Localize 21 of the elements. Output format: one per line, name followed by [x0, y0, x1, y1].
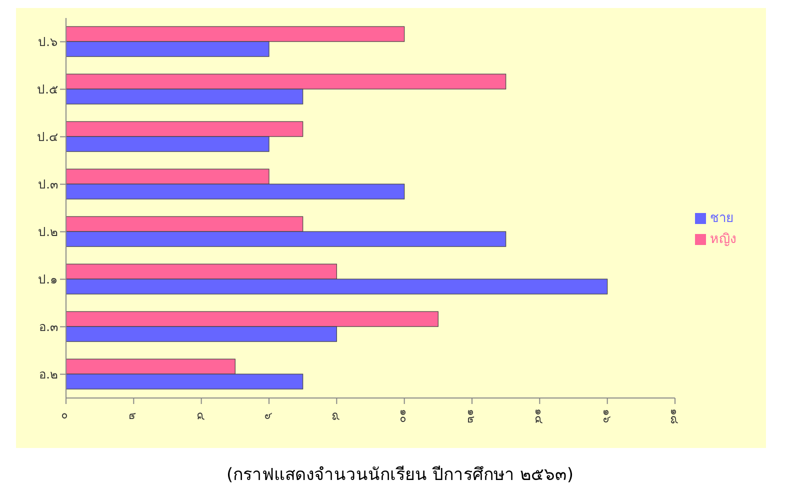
legend-label: หญิง	[710, 232, 736, 247]
y-tick-label: ป.๑	[38, 272, 58, 287]
y-tick-label: ป.๓	[38, 178, 58, 192]
y-tick-label: ป.๔	[37, 130, 58, 144]
y-tick-label: ป.๕	[37, 82, 58, 97]
y-tick-label: อ.๓	[39, 320, 58, 334]
x-tick-label: ๑๘	[668, 408, 681, 424]
x-tick-label: ๐	[59, 412, 72, 420]
y-tick-label: ป.๒	[38, 225, 58, 240]
x-tick-label: ๒	[126, 412, 140, 420]
x-tick-label: ๑๖	[600, 409, 614, 423]
x-tick-label: ๘	[330, 412, 343, 420]
y-tick-label: ป.๖	[38, 35, 58, 50]
x-tick-label: ๑๒	[465, 409, 478, 423]
text: (กราฟแสดงจำนวนนักเรียน ปีการศึกษา ๒๕๖๓)	[225, 464, 575, 487]
x-tick-label: ๔	[194, 412, 208, 420]
x-tick-label: ๑๔	[532, 408, 546, 424]
x-tick-label: ๑๐	[397, 409, 410, 423]
x-tick-label: ๖	[262, 412, 275, 420]
legend-label: ชาย	[710, 211, 734, 226]
y-tick-label: อ.๒	[39, 368, 58, 382]
